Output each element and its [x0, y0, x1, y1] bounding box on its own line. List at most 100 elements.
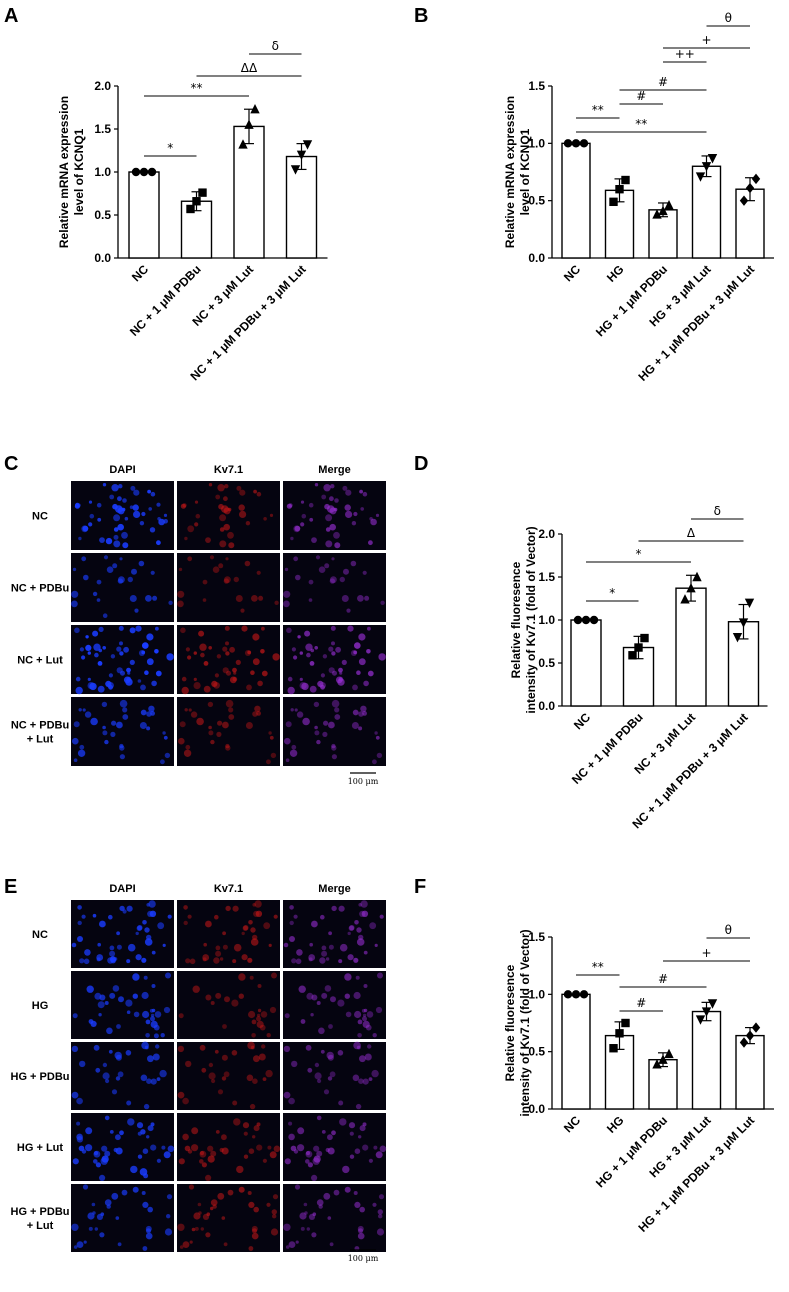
cell-nucleus — [141, 511, 146, 517]
cell-nucleus — [299, 677, 303, 682]
cell-nucleus — [148, 507, 152, 511]
cell-nucleus — [118, 625, 124, 631]
cell-nucleus — [299, 1212, 307, 1220]
cell-nucleus — [196, 717, 204, 726]
cell-nucleus — [130, 1165, 138, 1174]
panel-letter-b: B — [414, 5, 428, 27]
cell-nucleus — [356, 927, 362, 933]
panel-letter-c: C — [4, 453, 18, 475]
cell-nucleus — [129, 505, 134, 510]
micrograph-row-label: HG + PDBu + Lut — [11, 1206, 70, 1232]
cell-nucleus — [371, 1069, 379, 1078]
cell-nucleus — [113, 527, 119, 532]
cell-nucleus — [323, 720, 329, 726]
data-point — [628, 651, 637, 660]
cell-nucleus — [224, 484, 229, 489]
cell-nucleus — [207, 1145, 214, 1152]
data-point — [615, 185, 624, 194]
cell-nucleus — [334, 707, 340, 713]
cell-nucleus — [117, 1242, 122, 1247]
micrograph-row-label: HG + Lut — [17, 1142, 63, 1154]
cell-nucleus — [215, 945, 221, 951]
cell-nucleus — [295, 574, 301, 581]
cell-nucleus — [363, 984, 368, 988]
cell-nucleus — [285, 1245, 290, 1249]
cell-nucleus — [112, 985, 120, 992]
data-point — [621, 175, 630, 185]
cell-nucleus — [239, 510, 247, 518]
cell-nucleus — [321, 992, 328, 999]
cell-nucleus — [359, 1206, 366, 1213]
cell-nucleus — [72, 1158, 79, 1165]
cell-nucleus — [122, 707, 128, 713]
cell-nucleus — [362, 491, 368, 497]
cell-nucleus — [218, 563, 224, 569]
cell-nucleus — [97, 685, 105, 693]
significance-label: δ — [272, 39, 279, 53]
cell-nucleus — [260, 1011, 268, 1018]
cell-nucleus — [248, 1201, 255, 1208]
cell-nucleus — [297, 1144, 305, 1152]
cell-nucleus — [242, 1122, 250, 1129]
cell-nucleus — [297, 635, 301, 639]
cell-nucleus — [150, 1144, 157, 1151]
cell-nucleus — [342, 1165, 350, 1174]
cell-nucleus — [335, 646, 341, 653]
cell-nucleus — [333, 531, 340, 539]
cell-nucleus — [129, 659, 135, 666]
cell-nucleus — [216, 731, 222, 738]
cell-nucleus — [122, 542, 129, 549]
cell-nucleus — [94, 992, 102, 1000]
cell-nucleus — [97, 1001, 105, 1009]
cell-nucleus — [119, 699, 128, 708]
cell-nucleus — [252, 903, 256, 907]
cell-nucleus — [366, 1011, 374, 1018]
cell-nucleus — [272, 1194, 279, 1200]
cell-nucleus — [358, 903, 363, 907]
cell-nucleus — [255, 910, 263, 917]
cell-nucleus — [103, 555, 109, 560]
cell-nucleus — [225, 743, 230, 749]
cell-nucleus — [208, 483, 213, 487]
cell-nucleus — [321, 945, 327, 951]
cell-nucleus — [308, 1213, 316, 1220]
cell-nucleus — [256, 491, 262, 497]
cell-nucleus — [127, 943, 136, 952]
cell-nucleus — [78, 708, 82, 712]
cell-nucleus — [347, 931, 351, 936]
cell-nucleus — [190, 711, 198, 718]
micrograph-row-label-line: NC + Lut — [17, 655, 63, 667]
cell-nucleus — [328, 944, 334, 950]
cell-nucleus — [367, 670, 374, 677]
cell-nucleus — [135, 625, 142, 632]
cell-nucleus — [165, 972, 171, 979]
cell-nucleus — [338, 667, 343, 673]
cell-nucleus — [250, 1045, 255, 1050]
cell-nucleus — [177, 1223, 185, 1232]
cell-nucleus — [71, 942, 77, 948]
cell-nucleus — [248, 1148, 255, 1154]
cell-nucleus — [362, 1013, 367, 1018]
cell-nucleus — [375, 513, 380, 518]
micrograph-tile — [177, 697, 280, 766]
cell-nucleus — [224, 576, 231, 584]
cell-nucleus — [327, 1134, 333, 1141]
cell-nucleus — [249, 1103, 256, 1110]
cell-nucleus — [256, 711, 261, 716]
micrograph-row-label-line: HG — [32, 1000, 49, 1012]
cell-nucleus — [71, 1223, 79, 1232]
cell-nucleus — [360, 705, 367, 712]
cell-nucleus — [329, 496, 334, 502]
cell-nucleus — [75, 676, 81, 682]
cell-nucleus — [369, 922, 377, 930]
y-axis-label: Relative mRNA expressionlevel of KCNQ1 — [503, 96, 532, 248]
cell-nucleus — [222, 667, 229, 674]
cell-nucleus — [329, 578, 336, 584]
cell-nucleus — [300, 522, 305, 527]
cell-nucleus — [345, 1011, 352, 1018]
cell-nucleus — [360, 507, 365, 511]
bar — [735, 1034, 765, 1110]
data-point — [707, 999, 718, 1009]
cell-nucleus — [212, 566, 220, 573]
cell-nucleus — [187, 914, 192, 919]
